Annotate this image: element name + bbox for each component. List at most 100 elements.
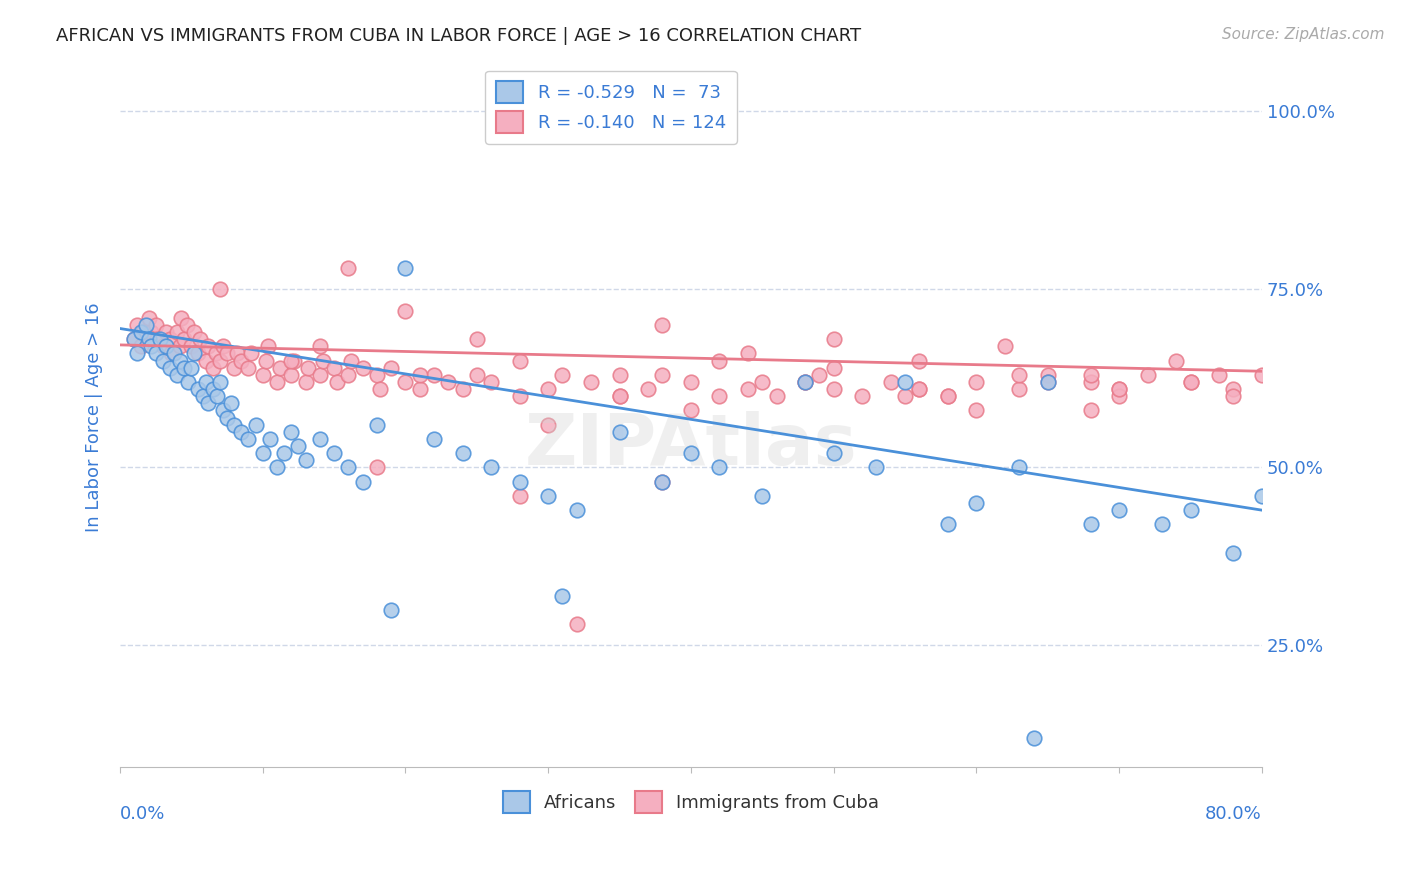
Point: [551, 589, 574, 603]
Point: [509, 389, 531, 403]
Point: [609, 389, 631, 403]
Point: [1180, 375, 1202, 389]
Point: [188, 332, 211, 346]
Point: [159, 332, 181, 346]
Point: [965, 375, 987, 389]
Point: [308, 339, 330, 353]
Point: [145, 318, 167, 332]
Point: [169, 353, 191, 368]
Point: [1166, 353, 1188, 368]
Point: [794, 375, 817, 389]
Point: [231, 425, 253, 439]
Point: [1080, 403, 1102, 417]
Point: [238, 432, 260, 446]
Point: [215, 410, 238, 425]
Point: [423, 368, 446, 382]
Point: [709, 389, 731, 403]
Point: [1222, 389, 1244, 403]
Point: [294, 375, 316, 389]
Point: [565, 503, 588, 517]
Point: [1108, 389, 1130, 403]
Point: [709, 460, 731, 475]
Point: [208, 353, 231, 368]
Point: [994, 339, 1017, 353]
Point: [1251, 489, 1274, 503]
Point: [537, 489, 560, 503]
Point: [191, 389, 214, 403]
Point: [266, 375, 288, 389]
Point: [166, 368, 188, 382]
Point: [226, 346, 249, 360]
Point: [197, 339, 219, 353]
Point: [211, 403, 233, 417]
Point: [1222, 382, 1244, 396]
Point: [851, 389, 873, 403]
Point: [565, 617, 588, 632]
Point: [252, 446, 274, 460]
Point: [1180, 375, 1202, 389]
Point: [751, 375, 773, 389]
Point: [122, 332, 145, 346]
Point: [394, 375, 416, 389]
Point: [1036, 375, 1059, 389]
Point: [141, 325, 163, 339]
Point: [509, 353, 531, 368]
Point: [823, 382, 845, 396]
Point: [266, 460, 288, 475]
Point: [537, 417, 560, 432]
Point: [1080, 368, 1102, 382]
Point: [509, 489, 531, 503]
Point: [865, 460, 887, 475]
Point: [132, 325, 155, 339]
Point: [187, 382, 209, 396]
Point: [173, 360, 195, 375]
Point: [609, 368, 631, 382]
Point: [337, 460, 360, 475]
Point: [936, 389, 959, 403]
Point: [152, 353, 174, 368]
Point: [259, 432, 281, 446]
Point: [352, 360, 374, 375]
Text: 0.0%: 0.0%: [120, 805, 166, 823]
Point: [579, 375, 602, 389]
Point: [208, 375, 231, 389]
Point: [1008, 382, 1031, 396]
Point: [149, 332, 172, 346]
Point: [394, 260, 416, 275]
Point: [423, 432, 446, 446]
Point: [1080, 517, 1102, 532]
Point: [308, 432, 330, 446]
Point: [1108, 382, 1130, 396]
Point: [936, 389, 959, 403]
Point: [155, 339, 177, 353]
Point: [169, 339, 191, 353]
Point: [201, 360, 224, 375]
Point: [131, 325, 153, 339]
Point: [201, 382, 224, 396]
Point: [451, 446, 474, 460]
Point: [166, 325, 188, 339]
Point: [637, 382, 659, 396]
Point: [283, 353, 305, 368]
Point: [127, 318, 149, 332]
Point: [479, 460, 502, 475]
Point: [1136, 368, 1159, 382]
Point: [152, 339, 174, 353]
Point: [894, 389, 917, 403]
Point: [651, 475, 673, 489]
Point: [131, 339, 153, 353]
Point: [1022, 731, 1045, 745]
Point: [965, 403, 987, 417]
Point: [308, 368, 330, 382]
Point: [1036, 368, 1059, 382]
Point: [297, 360, 319, 375]
Point: [145, 346, 167, 360]
Point: [159, 360, 181, 375]
Point: [231, 353, 253, 368]
Point: [257, 339, 280, 353]
Point: [1108, 382, 1130, 396]
Point: [380, 603, 402, 617]
Text: 80.0%: 80.0%: [1205, 805, 1263, 823]
Point: [122, 332, 145, 346]
Text: AFRICAN VS IMMIGRANTS FROM CUBA IN LABOR FORCE | AGE > 16 CORRELATION CHART: AFRICAN VS IMMIGRANTS FROM CUBA IN LABOR…: [56, 27, 862, 45]
